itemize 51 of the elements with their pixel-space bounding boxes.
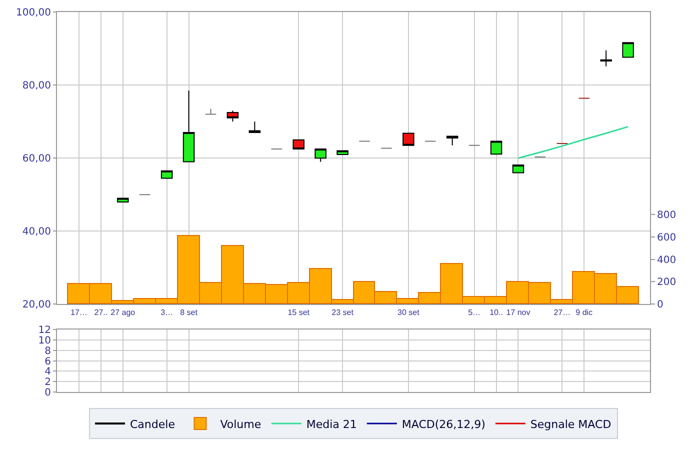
x-tick-label: 15 set — [288, 308, 310, 317]
y-tick-label: 0 — [44, 388, 51, 398]
y-tick-label: 40,00 — [22, 226, 51, 238]
y-tick-label: 80,00 — [22, 80, 51, 92]
legend-label: Media 21 — [306, 418, 357, 431]
candlestick — [336, 150, 348, 155]
legend-label: Candele — [130, 418, 176, 431]
y2-tick-label: 600 — [657, 232, 676, 244]
y2-tick-label: 0 — [657, 300, 664, 311]
y-tick-label: 8 — [44, 346, 51, 357]
line-series — [517, 126, 629, 159]
candlestick — [226, 110, 239, 122]
y-tick-label: 100,00 — [16, 8, 51, 18]
x-tick-label: 10.. — [490, 308, 503, 317]
y2-tick-label: 200 — [657, 277, 676, 288]
y-tick-label: 60,00 — [22, 154, 51, 165]
x-tick-label: 9 dic — [576, 308, 593, 317]
y-tick-label: 4 — [44, 366, 51, 378]
x-tick-label: 17… — [70, 308, 88, 317]
candlestick — [117, 198, 129, 202]
x-tick-label: 27 ago — [110, 308, 136, 317]
candlestick — [248, 121, 261, 134]
x-tick-label: 27… — [554, 308, 571, 317]
y-tick-label: 6 — [44, 356, 51, 368]
candlestick — [402, 132, 414, 146]
x-tick-label: 8 set — [180, 308, 198, 317]
y-tick-label: 10 — [38, 336, 51, 347]
candlestick — [292, 139, 304, 150]
x-tick-label: 3… — [160, 308, 174, 317]
candlestick — [490, 140, 502, 155]
candlestick — [446, 136, 458, 146]
candlestick — [204, 108, 217, 115]
candlestick — [314, 148, 326, 162]
candlestick — [622, 42, 634, 58]
candlestick — [600, 50, 612, 67]
x-tick-label: 23 set — [332, 308, 354, 317]
x-tick-label: 5… — [468, 308, 481, 317]
y-tick-label: 2 — [44, 377, 51, 388]
x-tick-label: 17 nov — [506, 308, 530, 317]
y-tick-label: 20,00 — [22, 300, 51, 311]
candlestick — [160, 170, 173, 179]
legend-label: Volume — [220, 418, 262, 431]
y2-tick-label: 400 — [657, 254, 676, 266]
x-tick-label: 27.. — [94, 308, 108, 317]
y2-tick-label: 800 — [657, 210, 676, 221]
x-tick-label: 30 set — [398, 308, 420, 317]
legend-label: Segnale MACD — [530, 418, 612, 431]
y-tick-label: 12 — [38, 325, 51, 336]
candlestick — [512, 164, 524, 174]
legend-label: MACD(26,12,9) — [402, 418, 486, 431]
candlestick — [182, 90, 195, 162]
